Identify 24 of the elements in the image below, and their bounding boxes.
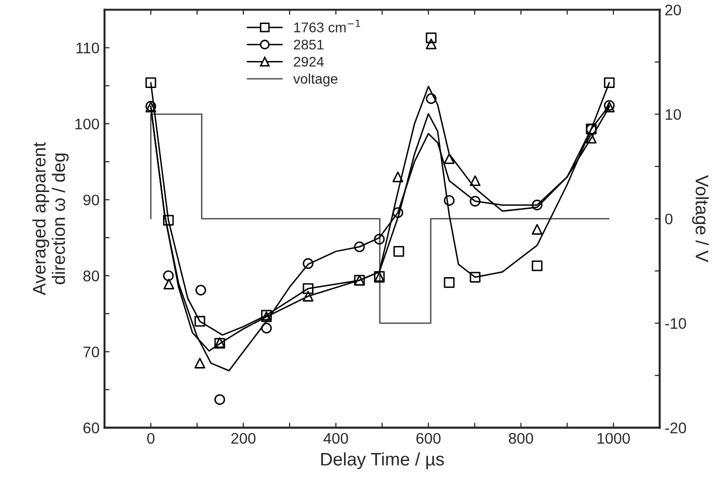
- y2-tick-label: -10: [665, 318, 686, 329]
- x-axis-title: Delay Time / µs: [321, 452, 444, 470]
- y2-axis-title: Voltage / V: [692, 175, 709, 262]
- legend-label: 2924: [294, 56, 324, 67]
- y-tick-label: 80: [83, 270, 100, 282]
- x-tick-label: 1000: [598, 432, 630, 444]
- legend-label: 1763 cm$^{−1}$: [294, 20, 360, 32]
- y-axis-title: Averaged apparent direction ω / deg: [32, 142, 69, 296]
- y2-tick-label: -20: [665, 422, 686, 434]
- x-tick-label: 200: [231, 432, 256, 444]
- x-tick-label: 800: [508, 432, 534, 444]
- y-tick-label: 90: [83, 194, 100, 206]
- legend-label: voltage: [293, 74, 338, 87]
- y2-tick-label: 0: [665, 214, 672, 224]
- x-tick-label: 600: [416, 432, 441, 444]
- x-tick-label: 400: [323, 432, 348, 444]
- y-tick-label: 110: [76, 42, 100, 54]
- y-tick-label: 100: [75, 118, 100, 130]
- legend-label: 2851: [294, 40, 324, 50]
- y-tick-label: 60: [83, 422, 100, 434]
- y-tick-label: 70: [83, 346, 100, 358]
- y2-tick-label: 10: [666, 109, 681, 120]
- x-tick-label: 0: [147, 432, 154, 444]
- y2-tick-label: 20: [665, 4, 681, 16]
